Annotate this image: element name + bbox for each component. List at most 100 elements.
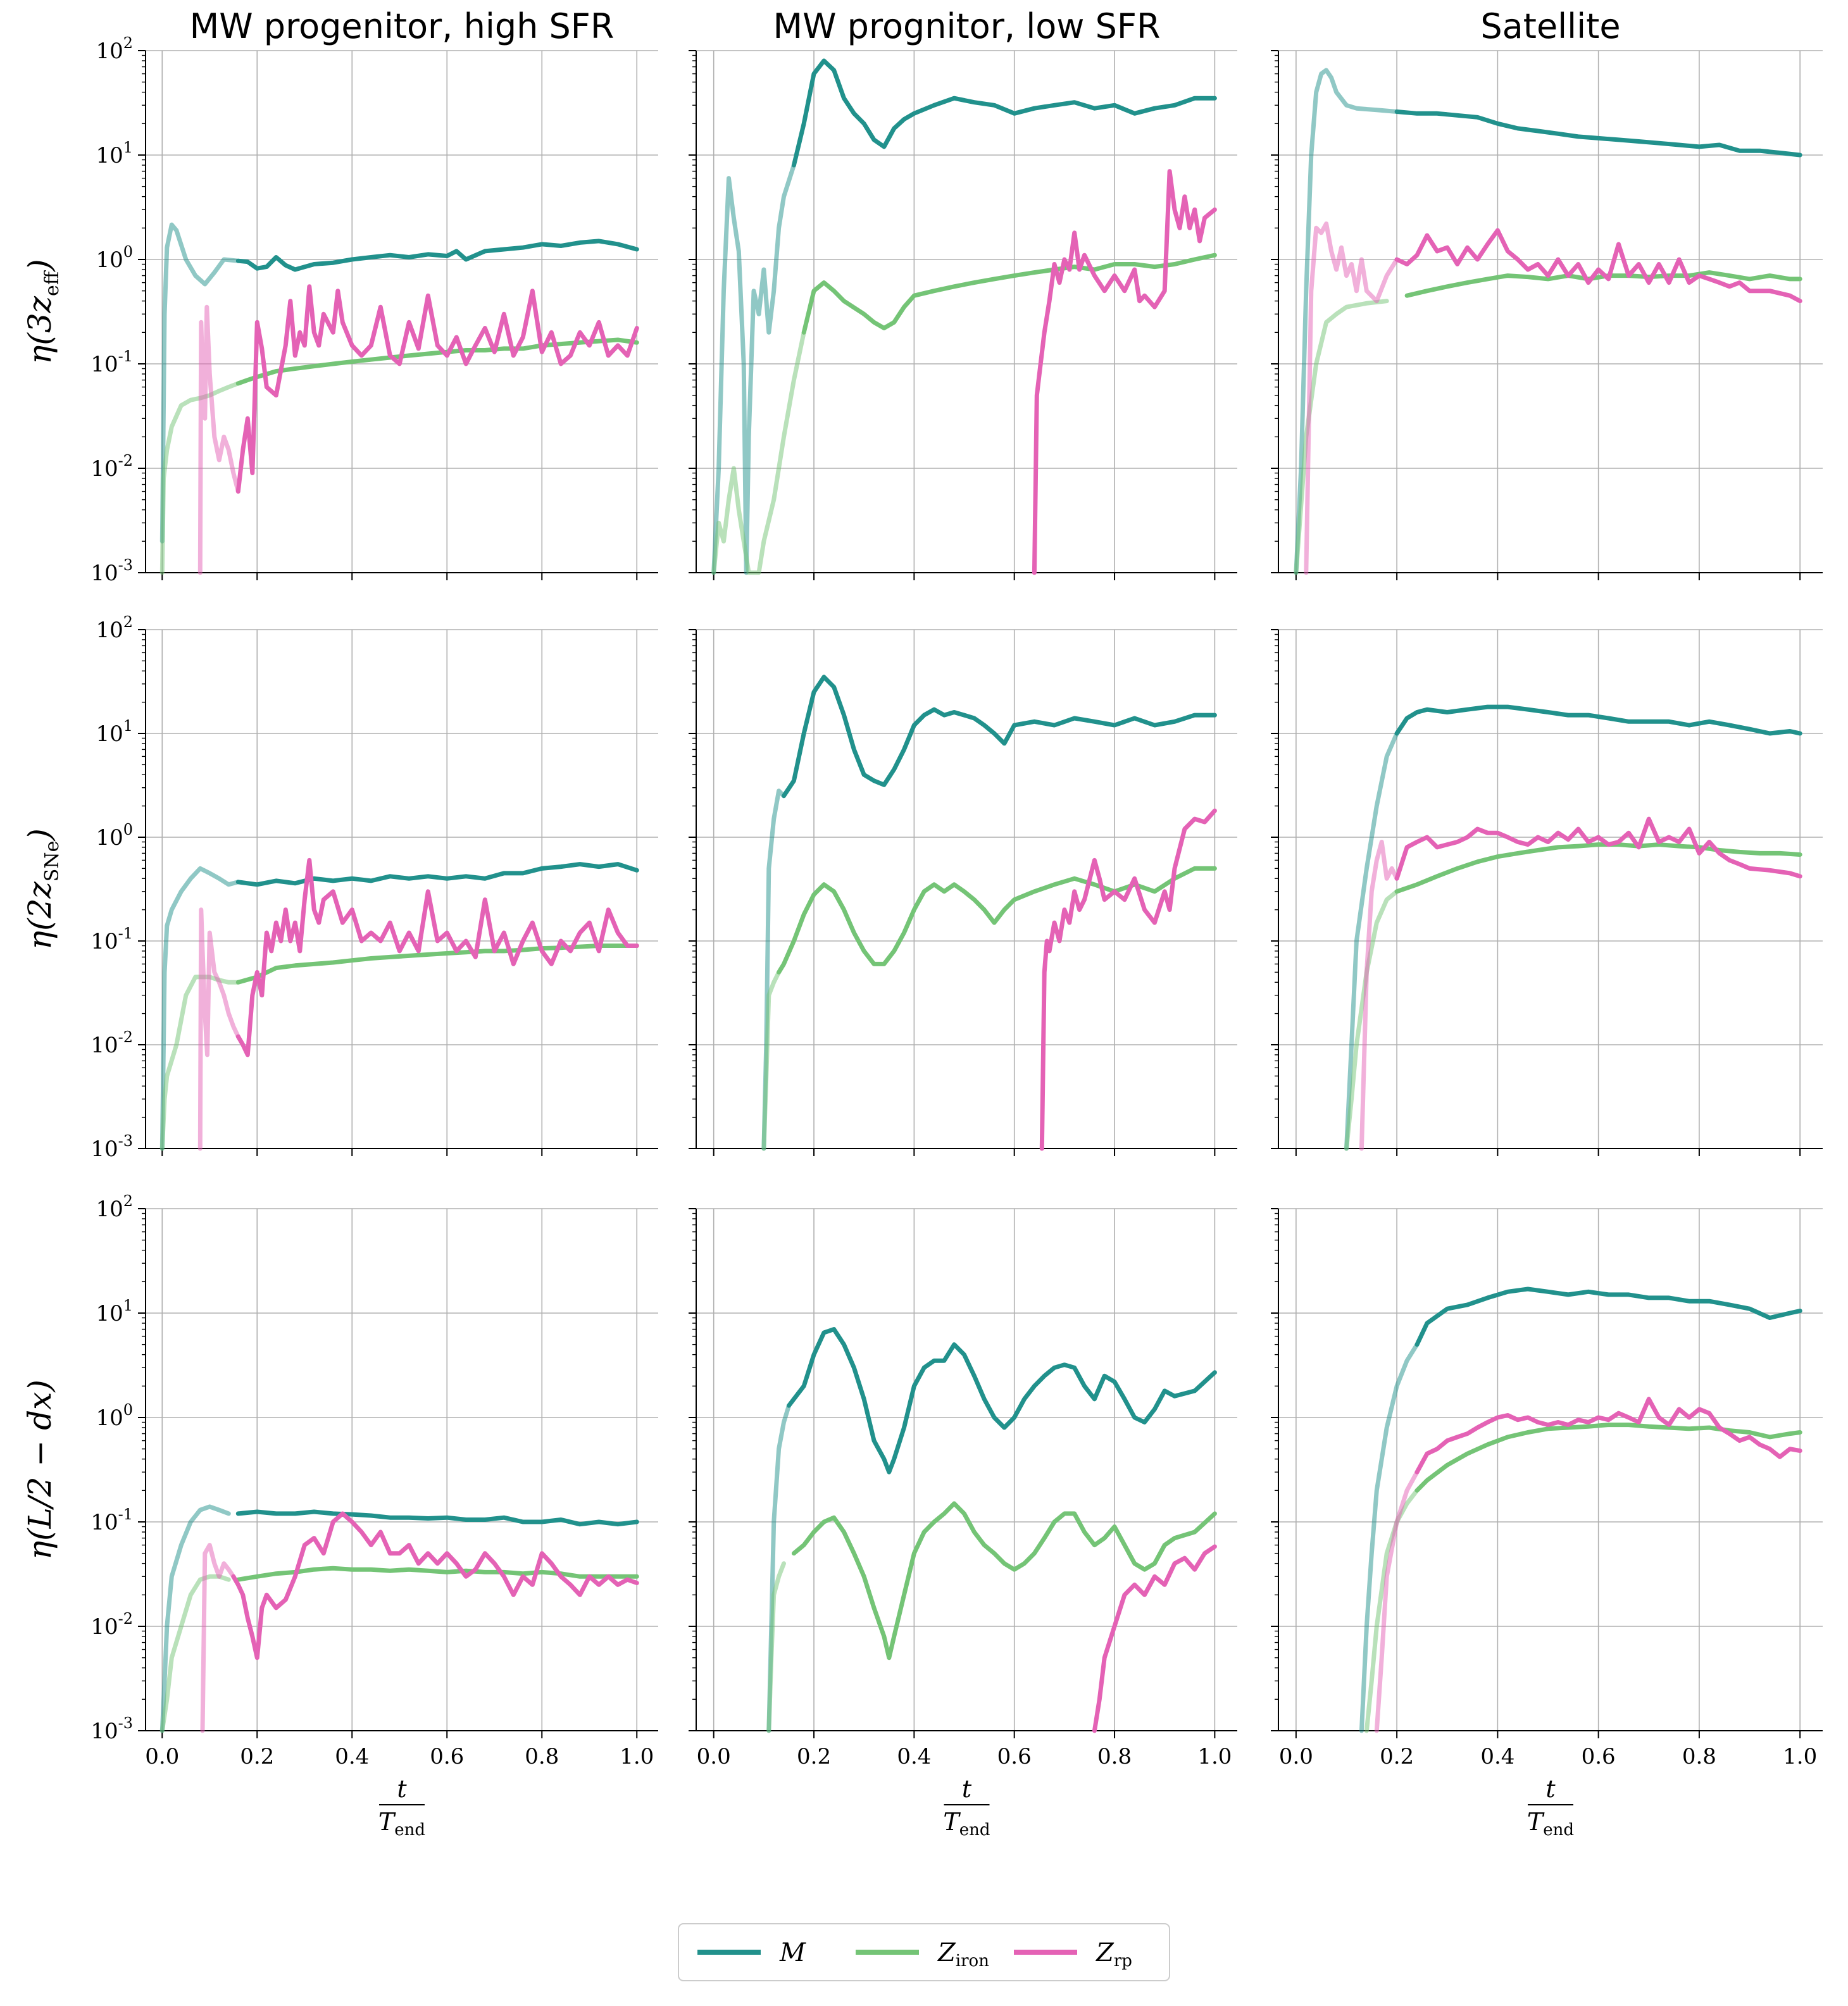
- series-m-line: [787, 1327, 1217, 1474]
- x-tick-label: 0.6: [1582, 1744, 1616, 1769]
- x-label-denominator-subscript: end: [1543, 1821, 1574, 1840]
- y-tick-exponent: 1: [123, 717, 133, 735]
- series-z-rp-line: [231, 1511, 639, 1660]
- row-y-label-base: η(3z: [22, 296, 58, 364]
- column-title: Satellite: [1480, 6, 1620, 46]
- y-tick-label: 100: [96, 243, 133, 273]
- y-tick-base: 10: [91, 1719, 118, 1744]
- y-tick-label: 10-2: [91, 1028, 133, 1058]
- series-z-iron-faded-line: [159, 1574, 231, 1733]
- y-tick-base: 10: [96, 1301, 123, 1326]
- row-y-label-tail: ): [22, 828, 58, 842]
- legend-label-base: Z: [1095, 1938, 1114, 1967]
- series-m-line: [235, 239, 639, 272]
- y-tick-base: 10: [91, 1137, 118, 1162]
- y-tick-base: 10: [91, 929, 118, 954]
- x-tick-label: 0.2: [240, 1744, 274, 1769]
- series-m-faded-line: [711, 163, 796, 575]
- row-y-label: η(L/2 − dx): [22, 1380, 58, 1560]
- legend-label: M: [779, 1938, 806, 1967]
- series-z-rp-faded-line: [1359, 840, 1399, 1151]
- y-tick-base: 10: [91, 352, 118, 377]
- legend-label-base: Z: [937, 1938, 956, 1967]
- x-tick-label: 0.2: [797, 1744, 831, 1769]
- series-m-faded-line: [1294, 68, 1399, 575]
- row-y-label-base: η(L/2 − dx): [22, 1380, 58, 1560]
- series-m-line: [1394, 109, 1802, 158]
- y-tick-label: 101: [96, 139, 133, 168]
- series-z-rp-line: [235, 284, 639, 494]
- x-tick-label: 0.0: [1279, 1744, 1313, 1769]
- series-z-iron-faded-line: [159, 381, 240, 575]
- y-tick-label: 100: [96, 1401, 133, 1431]
- series-m-faded-line: [1344, 731, 1399, 1151]
- y-tick-base: 10: [96, 825, 123, 850]
- legend-label-subscript: iron: [956, 1952, 989, 1971]
- series-group: [766, 1327, 1217, 1733]
- series-z-iron-faded-line: [1364, 1488, 1420, 1733]
- panel-r1-c2: [1271, 629, 1823, 1156]
- series-group: [711, 58, 1217, 575]
- row-y-label-subscript: eff: [41, 270, 63, 296]
- y-tick-base: 10: [91, 1510, 118, 1535]
- x-tick-label: 0.2: [1380, 1744, 1414, 1769]
- x-label-numerator: t: [397, 1775, 407, 1803]
- y-tick-exponent: 1: [123, 1297, 133, 1314]
- series-m-faded-line: [1359, 1342, 1420, 1733]
- series-m-faded-line: [159, 222, 240, 544]
- x-label-denominator-base: T: [943, 1808, 961, 1836]
- series-m-line: [782, 675, 1217, 799]
- x-tick-label: 0.0: [697, 1744, 731, 1769]
- legend-label: Zrp: [1095, 1938, 1132, 1971]
- y-tick-exponent: 0: [123, 243, 133, 261]
- x-label-denominator-base: T: [378, 1808, 396, 1836]
- x-label-denominator: Tend: [943, 1808, 990, 1840]
- y-tick-base: 10: [96, 721, 123, 747]
- panel-r0-c1: [689, 50, 1237, 580]
- row-y-label: η(2zSNe): [22, 828, 63, 950]
- y-tick-label: 10-1: [91, 1505, 133, 1535]
- y-tick-exponent: -1: [118, 925, 133, 942]
- x-label-denominator-subscript: end: [959, 1821, 990, 1840]
- series-group: [1359, 1286, 1802, 1733]
- x-tick-label: 0.6: [997, 1744, 1032, 1769]
- row-y-label: η(3zeff): [22, 259, 63, 364]
- y-tick-label: 100: [96, 821, 133, 850]
- y-tick-exponent: 2: [123, 34, 133, 52]
- series-z-iron-faded-line: [711, 330, 806, 575]
- panel-r2-c1: 0.0 0.2 0.4 0.6 0.8 1.0: [689, 1208, 1237, 1769]
- series-z-iron-faded-line: [766, 1561, 786, 1733]
- series-z-rp-line: [1032, 169, 1217, 575]
- column-title: MW prognitor, low SFR: [773, 6, 1161, 46]
- series-z-rp-line: [1414, 1397, 1802, 1474]
- column-title: MW progenitor, high SFR: [190, 6, 615, 46]
- series-group: [159, 222, 639, 575]
- series-m-line: [1394, 704, 1802, 736]
- y-tick-exponent: 1: [123, 139, 133, 156]
- series-z-iron-line: [235, 1566, 639, 1582]
- series-z-rp-line: [1039, 808, 1217, 1151]
- series-group: [761, 675, 1217, 1151]
- x-tick-label: 1.0: [1783, 1744, 1817, 1769]
- x-tick-label: 0.8: [525, 1744, 559, 1769]
- row-y-label-tail: ): [22, 259, 58, 272]
- x-tick-label: 0.4: [335, 1744, 369, 1769]
- x-tick-label: 1.0: [1197, 1744, 1232, 1769]
- series-m-line: [1414, 1286, 1802, 1347]
- y-tick-exponent: 2: [123, 1192, 133, 1210]
- legend-label: Ziron: [937, 1938, 989, 1971]
- series-z-rp-line: [1092, 1544, 1217, 1733]
- row-y-label-base: η(2z: [22, 882, 58, 950]
- series-z-iron-faded-line: [761, 969, 782, 1151]
- y-tick-exponent: -2: [118, 452, 133, 470]
- series-z-iron-faded-line: [159, 975, 240, 1151]
- y-tick-exponent: 2: [123, 613, 133, 631]
- y-tick-label: 101: [96, 717, 133, 747]
- legend-box: [678, 1923, 1170, 1981]
- panel-r1-c1: [689, 629, 1237, 1156]
- panel-r2-c2: 0.0 0.2 0.4 0.6 0.8 1.0: [1271, 1208, 1823, 1769]
- x-label-denominator-subscript: end: [394, 1821, 425, 1840]
